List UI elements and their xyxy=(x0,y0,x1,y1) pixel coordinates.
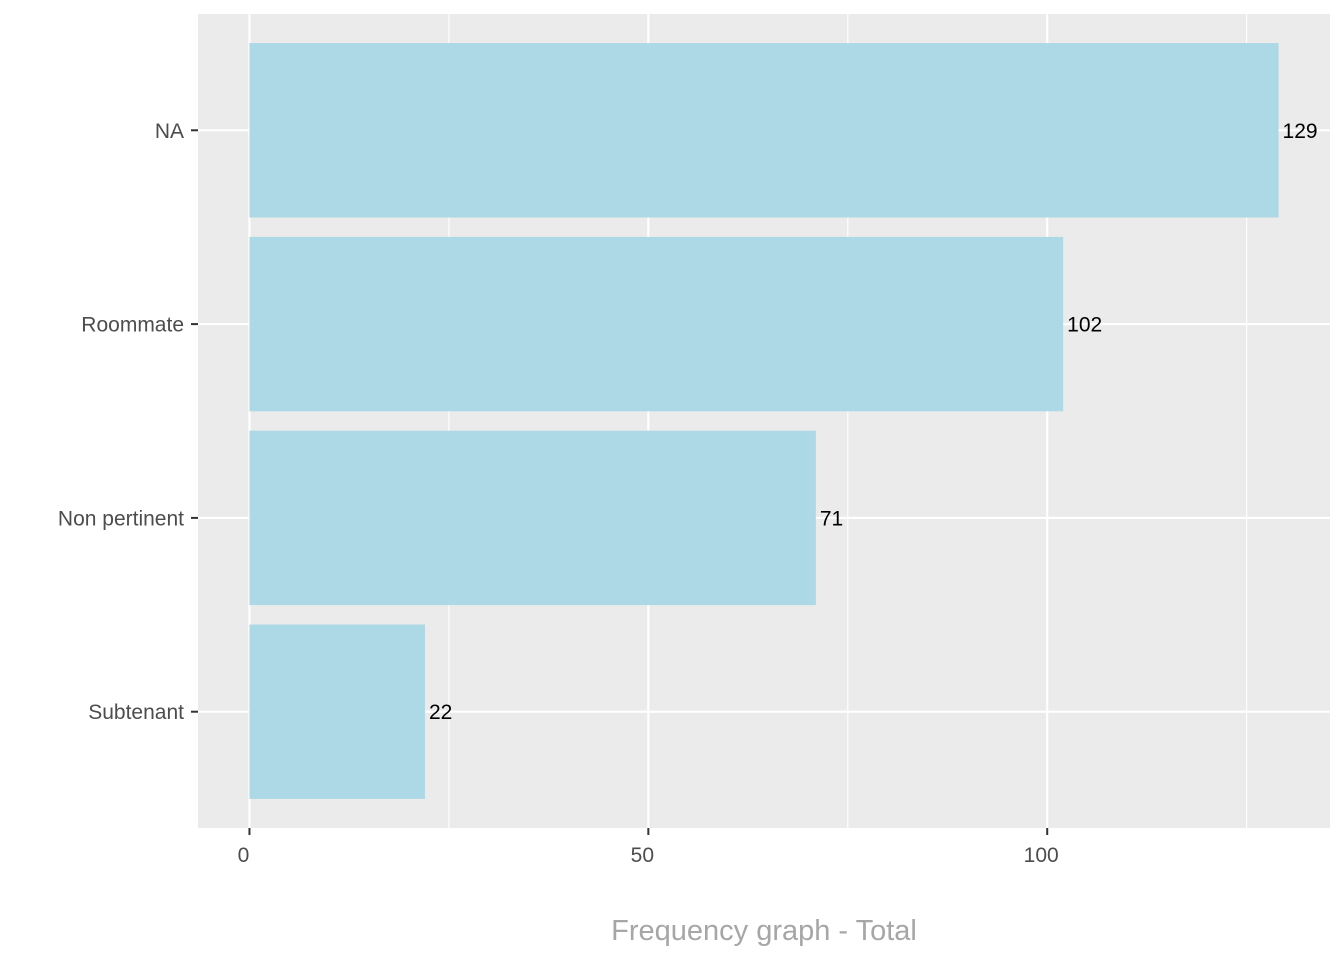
bar-value-label: 22 xyxy=(429,701,452,724)
bar-subtenant xyxy=(249,624,425,799)
x-tick-label: 50 xyxy=(631,844,654,867)
bar-value-labels: 129 102 71 22 xyxy=(429,120,1318,724)
bar-value-label: 129 xyxy=(1283,120,1318,143)
y-tick-label: Roommate xyxy=(81,314,184,337)
y-tick-label: Subtenant xyxy=(88,701,184,724)
bar-roommate xyxy=(249,236,1064,412)
bar-non-pertinent xyxy=(249,430,816,606)
x-axis: 0 50 100 xyxy=(238,828,1059,867)
bars xyxy=(249,43,1279,799)
x-tick-label: 100 xyxy=(1024,844,1059,867)
bar-value-label: 71 xyxy=(820,507,843,530)
y-tick-label: NA xyxy=(155,120,184,143)
y-tick-label: Non pertinent xyxy=(58,507,184,530)
y-axis: NA Roommate Non pertinent Subtenant xyxy=(58,120,198,724)
bar-na xyxy=(249,43,1279,218)
x-axis-title: Frequency graph - Total xyxy=(611,915,917,947)
x-tick-label: 0 xyxy=(238,844,250,867)
bar-value-label: 102 xyxy=(1067,314,1102,337)
